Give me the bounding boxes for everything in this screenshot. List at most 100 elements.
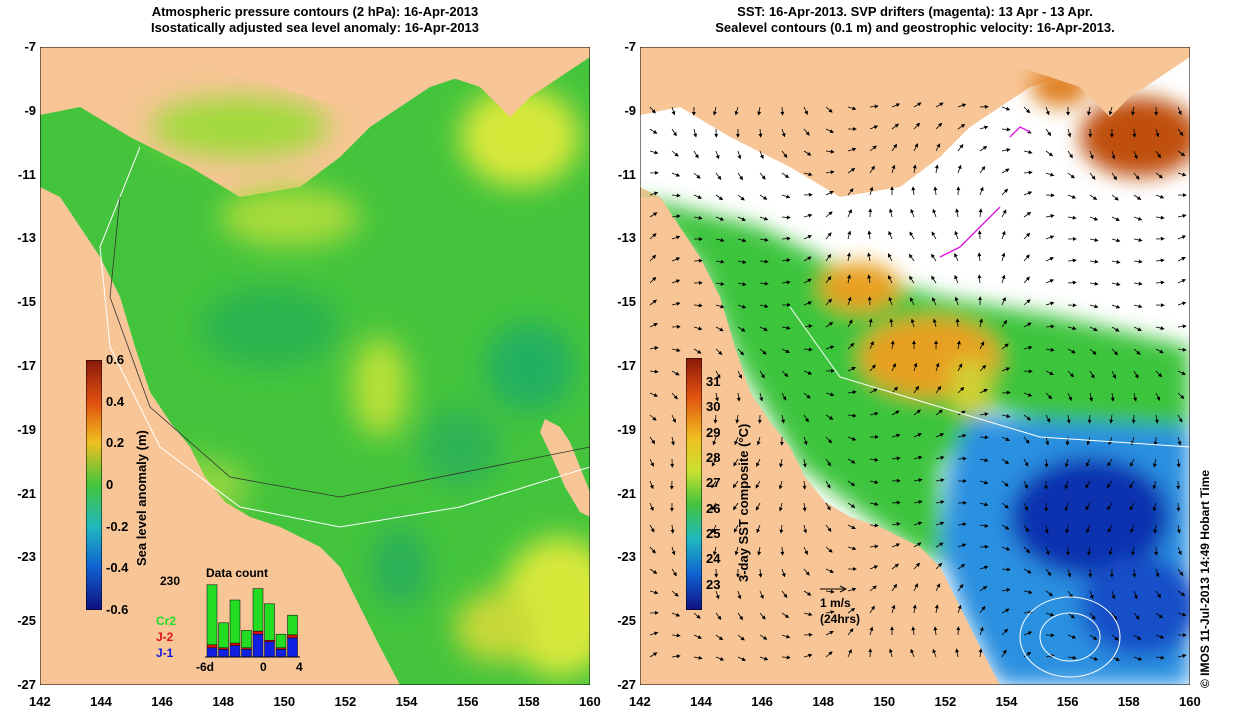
cape-york-land [640,197,1000,685]
velocity-arrow [957,433,967,438]
velocity-arrow [978,648,983,658]
velocity-arrow [869,104,879,109]
y-tick-label: -25 [617,613,636,629]
x-tick-label: 152 [334,694,357,709]
x-tick-label: 144 [690,694,712,709]
velocity-arrow [847,546,857,551]
velocity-arrow [1023,590,1033,595]
velocity-arrow [891,123,899,130]
velocity-arrow [1089,259,1099,264]
data-count-bar [218,622,229,649]
velocity-arrow [734,106,739,116]
velocity-arrow [1177,257,1186,262]
velocity-arrow [715,172,722,180]
velocity-arrow [909,231,915,240]
velocity-arrow [1089,216,1099,221]
velocity-arrow [803,612,813,617]
velocity-arrow [847,390,857,395]
velocity-arrow [1045,301,1055,306]
velocity-arrow [913,433,922,438]
velocity-arrow [715,304,725,309]
velocity-arrow [935,583,941,592]
velocity-arrow [1108,436,1113,446]
velocity-arrow [1133,634,1142,640]
sea-level-colorbar [86,360,102,610]
velocity-arrow [979,341,985,350]
velocity-arrow [955,318,960,328]
velocity-arrow [1045,279,1055,284]
velocity-arrow [825,589,835,594]
velocity-arrow [957,144,964,152]
velocity-arrow [1044,458,1049,468]
velocity-arrow [891,433,901,438]
velocity-arrow [1067,655,1077,660]
velocity-arrow [781,258,791,263]
velocity-arrow [1111,326,1120,332]
velocity-arrow [781,236,791,241]
velocity-arrow [1067,392,1072,401]
velocity-arrow [649,150,659,155]
velocity-arrow [715,194,724,201]
velocity-arrow [1133,281,1143,286]
velocity-arrow [649,299,657,306]
legend-cr2: Cr2 [156,614,177,628]
velocity-arrow [825,128,834,133]
velocity-arrow [737,612,743,621]
velocity-arrow [1152,480,1157,490]
velocity-arrow [1177,568,1184,576]
velocity-arrow [1045,414,1051,423]
velocity-arrow [1107,458,1113,467]
data-count-bar [287,614,298,636]
velocity-arrow [891,583,898,592]
velocity-arrow [935,362,940,372]
velocity-arrow [825,502,831,511]
velocity-arrow [891,604,896,614]
velocity-arrow [1177,213,1187,218]
velocity-arrow [979,318,984,328]
cape-york-land [40,197,400,685]
velocity-arrow [671,568,677,577]
velocity-arrow [825,106,833,113]
data-count-chart [205,584,300,658]
velocity-arrow [1133,304,1143,309]
velocity-arrow [733,458,739,467]
velocity-arrow [847,587,857,592]
velocity-arrow [1023,299,1031,306]
velocity-arrow [1155,370,1163,378]
velocity-arrow [1089,612,1096,620]
velocity-arrow [954,274,959,284]
x-tick-label: 160 [579,694,601,709]
velocity-arrow [1111,282,1121,287]
data-count-bar [264,603,275,641]
x-tick-label: 158 [1117,694,1140,709]
velocity-arrow [1001,649,1007,658]
velocity-arrow [1045,436,1050,446]
sst-field [640,67,1190,685]
velocity-arrow [693,634,703,639]
velocity-arrow [1155,128,1160,138]
y-tick-label: -7 [24,39,36,54]
velocity-arrow [869,125,879,130]
velocity-arrow [933,186,938,196]
velocity-arrow [759,259,769,264]
velocity-arrow [847,188,854,196]
y-tick-label: -7 [624,39,636,54]
velocity-arrow [1089,326,1098,332]
velocity-arrow [1001,546,1011,551]
velocity-arrow [869,364,876,372]
y-tick-label: -21 [617,485,636,501]
velocity-arrow [869,502,879,506]
velocity-arrow [935,102,944,108]
velocity-arrow [891,500,901,505]
y-tick-label: -9 [24,102,36,118]
data-count-bar [229,645,241,658]
velocity-scale-arrow-icon [820,585,848,593]
velocity-arrow [1023,254,1030,262]
velocity-arrow [1133,370,1139,379]
sst-colorbar-tick-label: 24 [706,551,721,567]
sea-level-colorbar-title: Sea level anomaly (m) [134,430,149,566]
velocity-arrow [1110,392,1115,402]
x-tick-label: 158 [517,694,540,709]
velocity-arrow [825,436,833,444]
velocity-arrow [1089,656,1099,661]
